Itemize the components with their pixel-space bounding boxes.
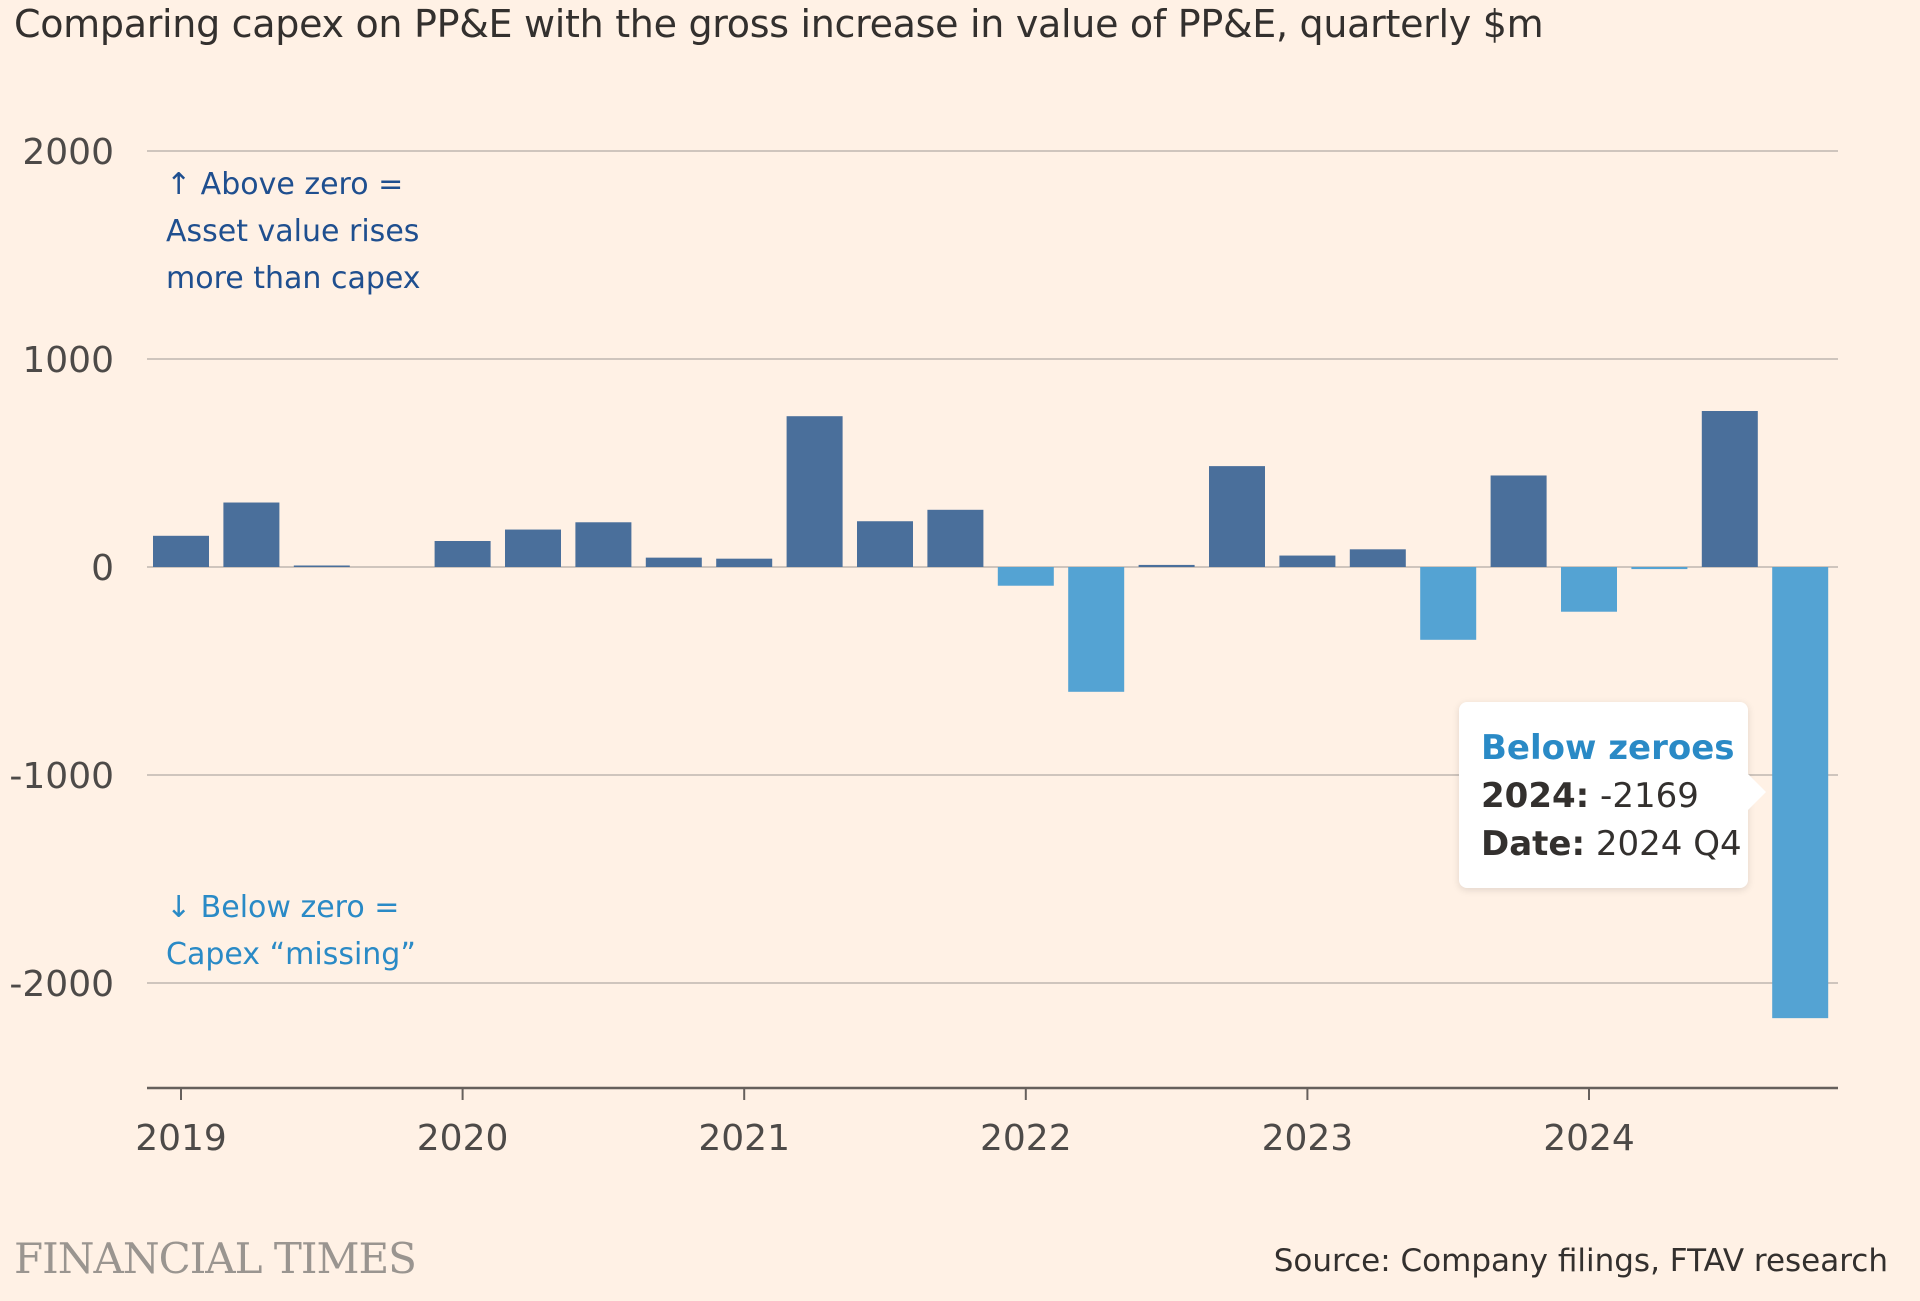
bar[interactable]: 2024 Q3: 750 — [1701, 411, 1758, 567]
bar[interactable]: 2023 Q2: 85 — [1349, 549, 1406, 567]
bar[interactable]: 2020 Q3: 215 — [575, 522, 632, 567]
annotation-above-zero: ↑ Above zero = Asset value rises more th… — [166, 161, 421, 302]
tooltip-label: Date: — [1481, 824, 1586, 864]
bar[interactable]: 2019 Q3: 5 — [293, 565, 350, 568]
y-tick-label: 2000 — [22, 132, 114, 173]
bar[interactable]: 2023 Q4: 440 — [1490, 475, 1547, 567]
tooltip-value: 2024 Q4 — [1595, 824, 1742, 864]
bar[interactable]: 2022 Q4: 485 — [1209, 466, 1265, 567]
bars: 2019 Q1: 150 2019 Q2: 310 2019 Q3: 5 2020 Q… — [153, 411, 1829, 1019]
y-tick-label: -1000 — [9, 756, 114, 797]
x-tick-label: 2023 — [1262, 1118, 1354, 1159]
annotation-below-zero: ↓ Below zero = Capex “missing” — [166, 884, 416, 978]
bar[interactable]: 2022 Q1: -90 — [997, 567, 1054, 586]
x-tick-label: 2022 — [980, 1118, 1072, 1159]
chart-title: Comparing capex on PP&E with the gross i… — [14, 2, 1544, 46]
bar[interactable]: 2023 Q1: 55 — [1279, 555, 1336, 567]
bar[interactable]: 2019 Q1: 150 — [153, 535, 209, 567]
annotation-line: ↓ Below zero = — [166, 890, 400, 925]
tooltip-value: -2169 — [1600, 776, 1699, 816]
tick-labels: 2000 1000 0 -1000 -2000 2019 2020 2021 2022 2023 2… — [9, 132, 1634, 1159]
tooltip-label: 2024: — [1481, 776, 1590, 816]
bar[interactable]: 2024 Q1: -215 — [1561, 567, 1617, 612]
bar[interactable]: 2019 Q2: 310 — [223, 502, 280, 567]
x-tick-label: 2019 — [135, 1118, 227, 1159]
annotation-line: Asset value rises — [166, 214, 420, 249]
bar[interactable]: 2021 Q3: 220 — [857, 521, 913, 567]
bar[interactable]: 2020 Q1: 125 — [434, 541, 491, 567]
source-note: Source: Company filings, FTAV research — [1273, 1243, 1888, 1279]
y-tick-label: 0 — [91, 548, 114, 589]
x-tick-label: 2024 — [1543, 1118, 1635, 1159]
ft-logo: FINANCIAL TIMES — [14, 1234, 417, 1283]
tooltip-row-date: Date: 2024 Q4 — [1481, 820, 1748, 868]
tooltip-row-value: 2024: -2169 — [1481, 772, 1748, 820]
annotation-line: more than capex — [166, 261, 421, 296]
gridlines — [147, 150, 1838, 984]
tooltip: Below zeroes 2024: -2169 Date: 2024 Q4 — [1459, 702, 1766, 888]
x-tick-label: 2021 — [698, 1118, 790, 1159]
y-tick-label: -2000 — [9, 964, 114, 1005]
bar[interactable]: 2022 Q3: 10 — [1138, 564, 1195, 567]
bar[interactable]: 2021 Q4: 275 — [927, 509, 984, 567]
bar[interactable]: 2021 Q1: 40 — [716, 558, 773, 567]
bar[interactable]: 2020 Q2: 180 — [505, 529, 561, 567]
bar[interactable]: 2022 Q2: -600 — [1068, 567, 1125, 692]
annotation-line: ↑ Above zero = — [166, 167, 404, 202]
annotation-line: Capex “missing” — [166, 937, 416, 972]
bar[interactable]: 2024 Q2: -10 — [1631, 567, 1688, 570]
x-tick-label: 2020 — [417, 1118, 509, 1159]
bar[interactable]: 2021 Q2: 725 — [786, 416, 843, 567]
bar[interactable]: 2020 Q4: 45 — [645, 557, 702, 567]
bar[interactable]: 2023 Q3: -350 — [1420, 567, 1477, 640]
bar[interactable]: 2024 Q4: -2169 — [1772, 567, 1829, 1019]
tooltip-heading: Below zeroes — [1481, 728, 1735, 768]
x-axis — [147, 1086, 1838, 1100]
y-tick-label: 1000 — [22, 340, 114, 381]
